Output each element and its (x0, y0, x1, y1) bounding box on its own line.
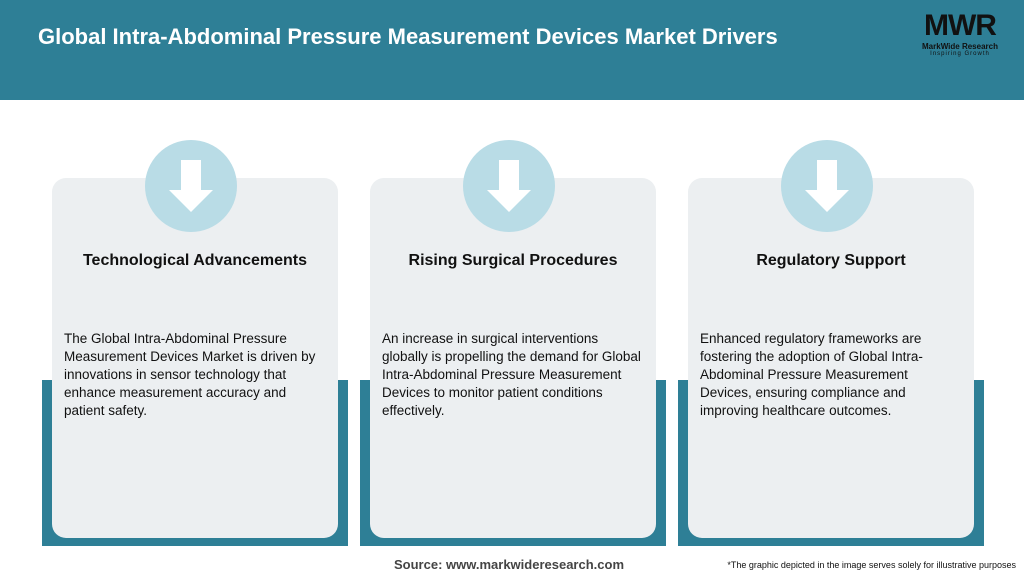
icon-circle (145, 140, 237, 232)
icon-circle (463, 140, 555, 232)
note: *The graphic depicted in the image serve… (727, 560, 1016, 570)
logo-name: MarkWide Research (922, 42, 998, 51)
source: Source: www.markwideresearch.com (394, 557, 625, 572)
card-title: Rising Surgical Procedures (408, 252, 618, 269)
driver-card: Technological Advancements The Global In… (52, 178, 338, 538)
header: Global Intra-Abdominal Pressure Measurem… (0, 0, 1024, 100)
driver-column: Rising Surgical Procedures An increase i… (360, 140, 666, 548)
logo: MWR MarkWide Research Inspiring Growth (910, 9, 1010, 58)
card-title: Regulatory Support (756, 252, 906, 269)
card-text: The Global Intra-Abdominal Pressure Meas… (64, 331, 316, 418)
driver-card: Rising Surgical Procedures An increase i… (370, 178, 656, 538)
arrow-icon (487, 160, 531, 212)
card-text: An increase in surgical interventions gl… (382, 331, 641, 418)
title: Global Intra-Abdominal Pressure Measurem… (38, 24, 778, 49)
icon-circle (781, 140, 873, 232)
arrow-icon (169, 160, 213, 212)
logo-mark: MWR (924, 9, 997, 42)
arrow-icon (805, 160, 849, 212)
driver-card: Regulatory Support Enhanced regulatory f… (688, 178, 974, 538)
driver-column: Regulatory Support Enhanced regulatory f… (678, 140, 984, 548)
card-text: Enhanced regulatory frameworks are foste… (700, 331, 923, 418)
driver-column: Technological Advancements The Global In… (42, 140, 348, 548)
logo-tagline: Inspiring Growth (930, 51, 990, 57)
card-title: Technological Advancements (82, 252, 308, 269)
